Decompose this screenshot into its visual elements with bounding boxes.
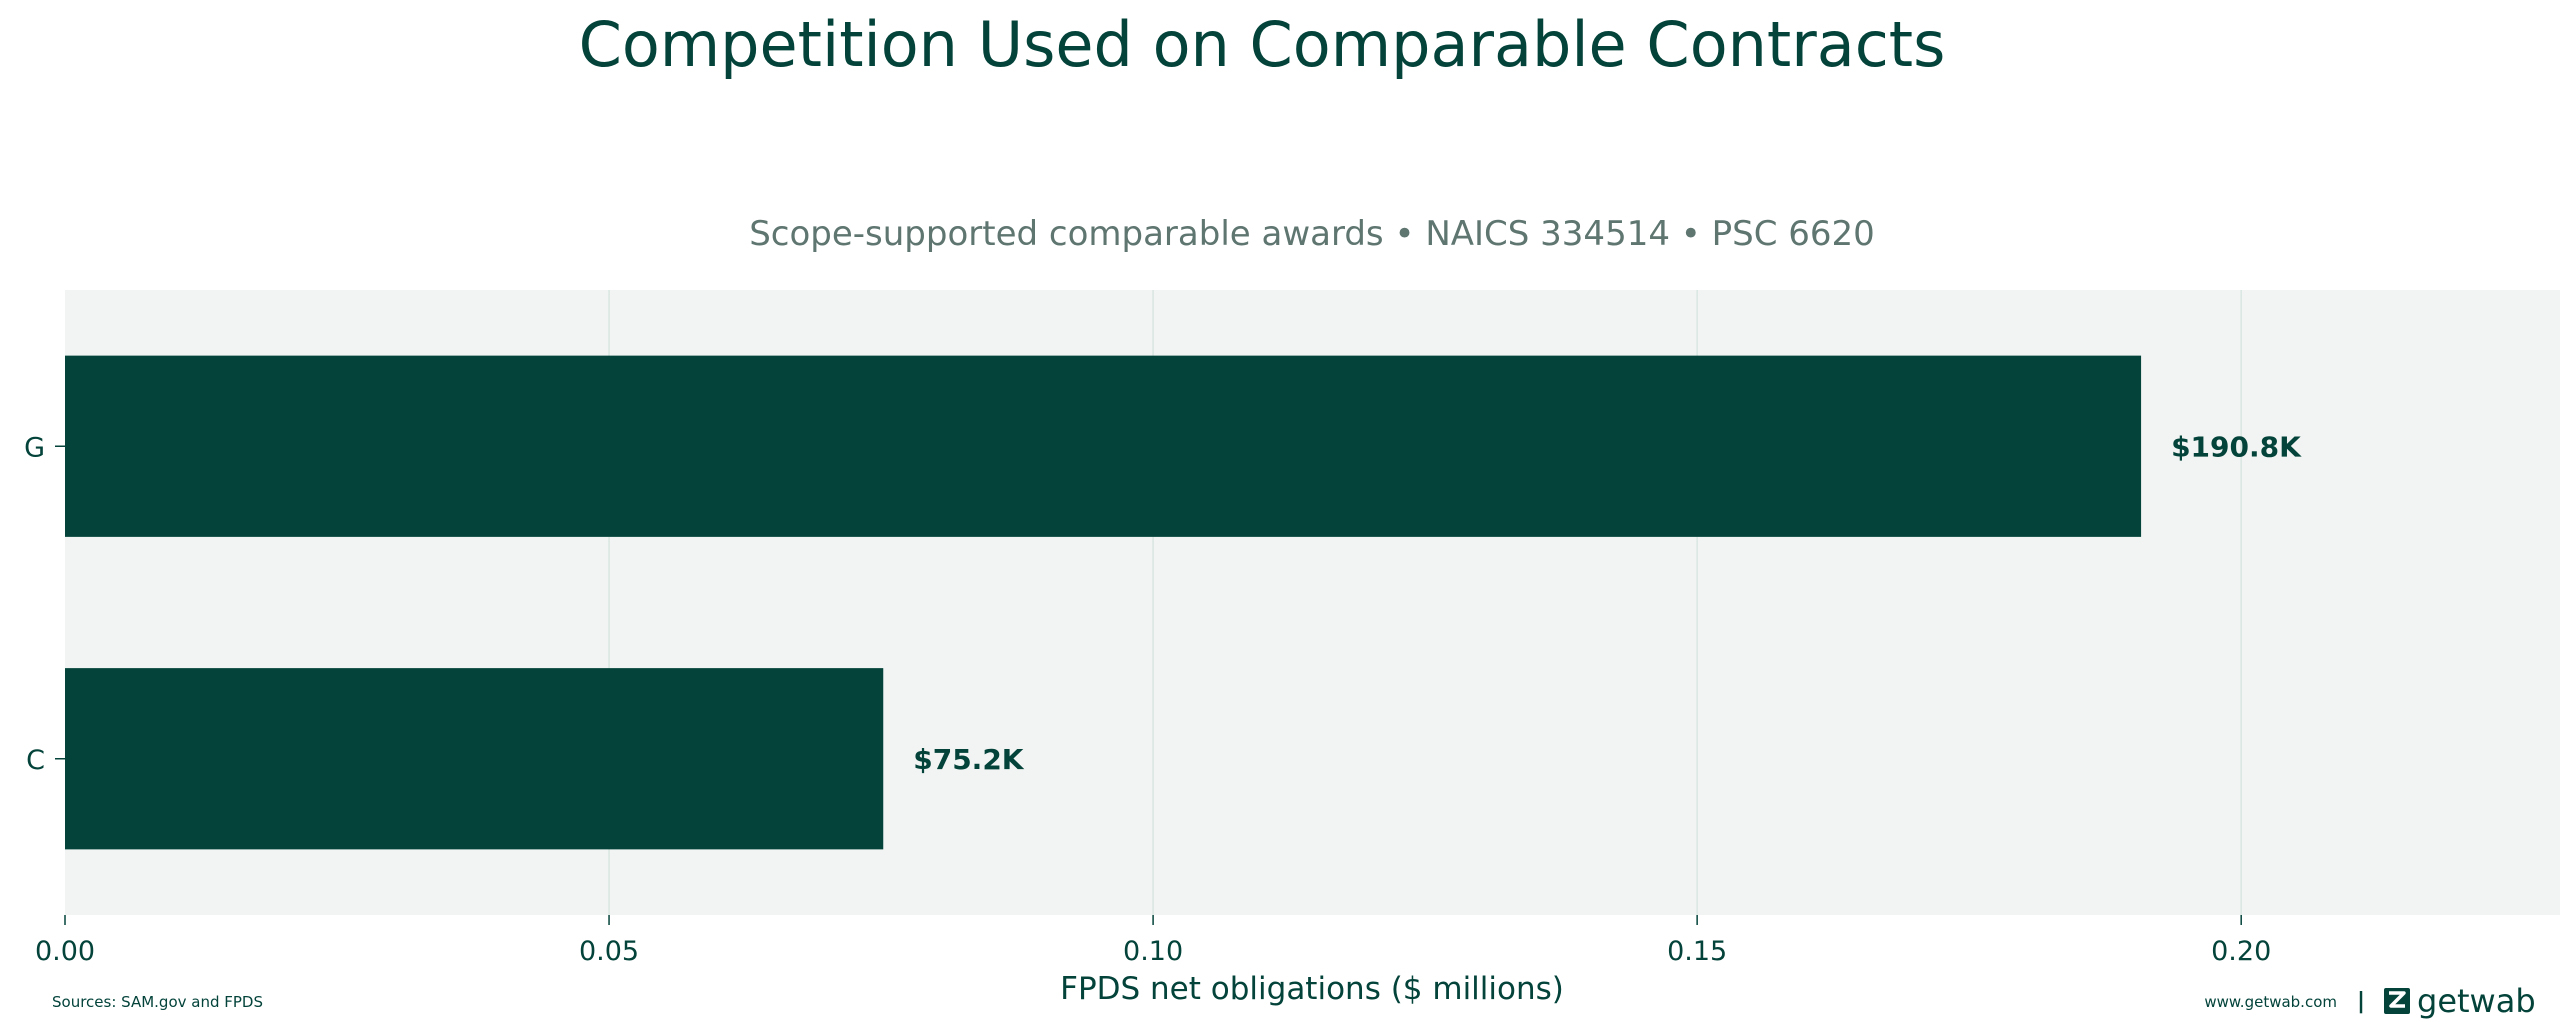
bar-G xyxy=(65,355,2142,537)
y-tick-label-G: G xyxy=(24,432,45,463)
x-axis-label: FPDS net obligations ($ millions) xyxy=(1060,971,1564,1007)
source-note: Sources: SAM.gov and FPDS xyxy=(52,993,263,1011)
x-tick-label-4: 0.20 xyxy=(2211,936,2271,967)
bars xyxy=(65,355,2142,850)
bar-C xyxy=(65,668,884,850)
x-tick-label-3: 0.15 xyxy=(1667,936,1727,967)
y-axis: GC xyxy=(24,432,65,776)
data-labels: $190.8K $75.2K xyxy=(913,430,2302,776)
x-tick-label-2: 0.10 xyxy=(1123,936,1183,967)
y-tick-label-C: C xyxy=(26,745,45,776)
x-tick-label-1: 0.05 xyxy=(579,936,639,967)
data-label-G: $190.8K xyxy=(2171,430,2302,463)
x-tick-label-0: 0.00 xyxy=(35,936,95,967)
data-label-C: $75.2K xyxy=(913,743,1025,776)
brand-logo: getwab xyxy=(2417,982,2536,1020)
footer-separator: | xyxy=(2357,989,2365,1014)
x-axis: 0.00 0.05 0.10 0.15 0.20 xyxy=(35,915,2271,967)
chart-title: Competition Used on Comparable Contracts xyxy=(579,8,1946,81)
chart-subtitle: Scope-supported comparable awards • NAIC… xyxy=(749,214,1875,254)
website-link[interactable]: www.getwab.com xyxy=(2204,993,2337,1011)
getwab-logo-icon xyxy=(2384,988,2410,1014)
